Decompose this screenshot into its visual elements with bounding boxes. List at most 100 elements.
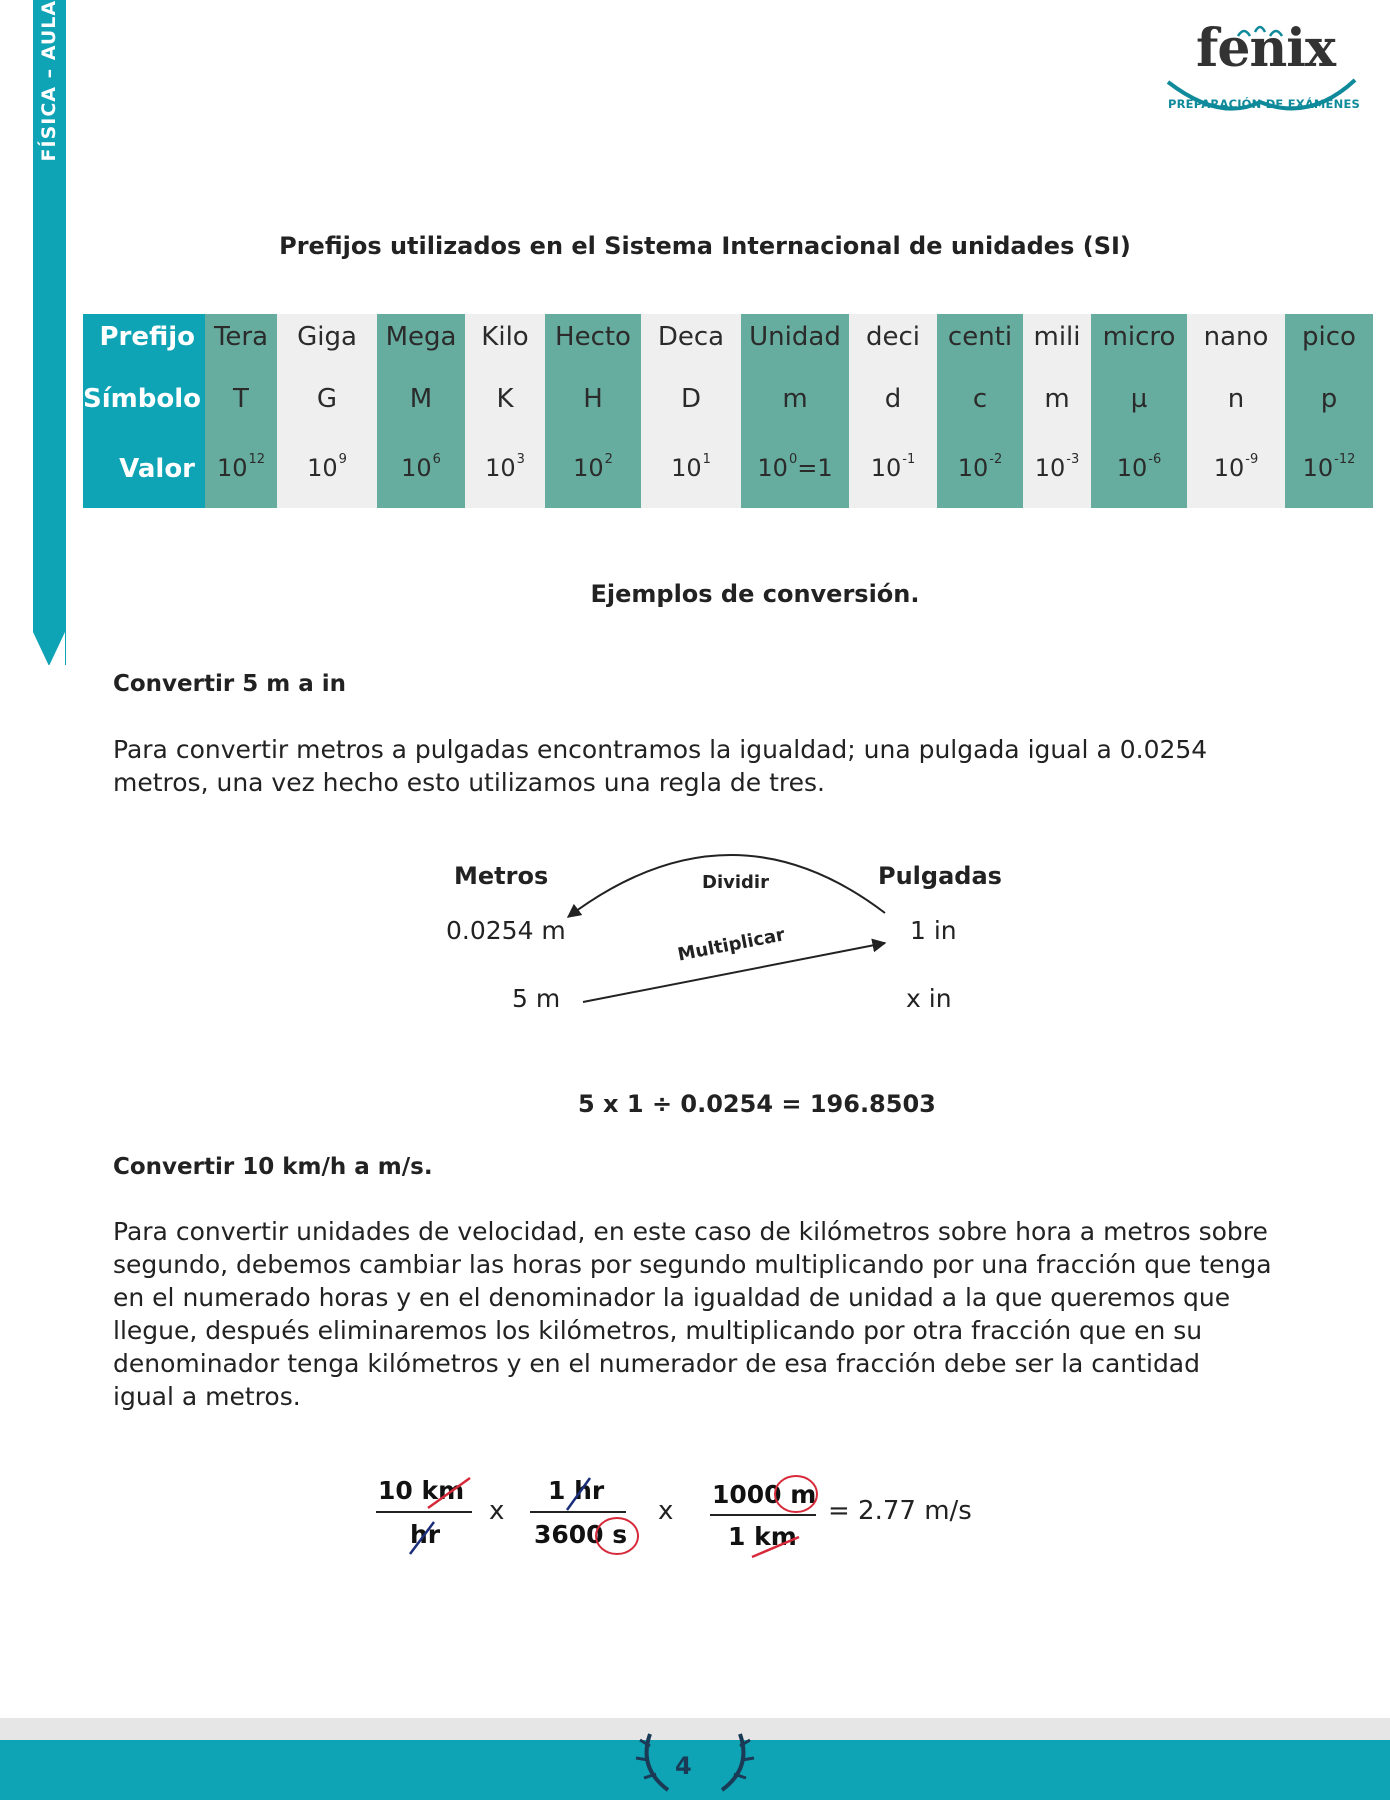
table-title: Prefijos utilizados en el Sistema Intern… bbox=[279, 232, 1131, 260]
prefix-value: 109 bbox=[277, 452, 377, 482]
prefix-column-tera: Tera T 1012 bbox=[205, 314, 277, 508]
example2-heading: Convertir 10 km/h a m/s. bbox=[113, 1154, 433, 1180]
prefix-value: 106 bbox=[377, 452, 465, 482]
si-prefix-table: Prefijo Símbolo Valor Tera T 1012 Giga G 109 M… bbox=[83, 314, 1373, 508]
prefix-name: Giga bbox=[297, 322, 357, 352]
prefix-name: Deca bbox=[657, 322, 725, 352]
value-suffix: =1 bbox=[797, 454, 833, 482]
prefix-value: 1012 bbox=[205, 452, 277, 482]
logo-tagline: PREPARACIÓN DE EXÁMENES bbox=[1168, 97, 1360, 111]
value-base: 10 bbox=[485, 454, 516, 482]
prefix-column-kilo: Kilo K 103 bbox=[465, 314, 545, 508]
prefix-symbol: M bbox=[409, 384, 433, 414]
paragraph-line: Para convertir metros a pulgadas encontr… bbox=[113, 735, 1208, 764]
row-label-column: Prefijo Símbolo Valor bbox=[83, 314, 205, 508]
prefix-symbol: T bbox=[233, 384, 249, 414]
value-base: 10 bbox=[1116, 454, 1148, 482]
prefix-value: 103 bbox=[465, 452, 545, 482]
fraction1-bar bbox=[376, 1511, 472, 1513]
prefix-column-mili: mili m 10-3 bbox=[1023, 314, 1091, 508]
diagram-right-top: 1 in bbox=[910, 916, 957, 945]
value-base: 10 bbox=[1302, 454, 1334, 482]
page-number: 4 bbox=[675, 1752, 692, 1780]
fraction1-numerator: 10 km bbox=[378, 1476, 465, 1505]
prefix-value: 10-1 bbox=[849, 452, 937, 482]
prefix-symbol: µ bbox=[1130, 384, 1148, 414]
value-base: 10 bbox=[401, 454, 432, 482]
equation-result: = 2.77 m/s bbox=[828, 1496, 972, 1526]
row-label-simbolo: Símbolo bbox=[83, 384, 201, 414]
prefix-symbol: K bbox=[496, 384, 514, 414]
paragraph-line: metros, una vez hecho esto utilizamos un… bbox=[113, 768, 825, 797]
fraction3-denominator: 1 km bbox=[728, 1522, 797, 1551]
value-exponent: -3 bbox=[1066, 452, 1080, 467]
footer-gray-band bbox=[0, 1718, 1390, 1740]
prefix-value: 10-9 bbox=[1187, 452, 1285, 482]
prefix-value: 10-2 bbox=[937, 452, 1023, 482]
prefix-symbol: p bbox=[1320, 384, 1338, 414]
ribbon-tip bbox=[33, 632, 65, 666]
value-base: 10 bbox=[1034, 454, 1066, 482]
value-exponent: -9 bbox=[1245, 452, 1259, 467]
prefix-column-giga: Giga G 109 bbox=[277, 314, 377, 508]
value-exponent: 2 bbox=[604, 452, 613, 467]
diagram-right-header: Pulgadas bbox=[878, 862, 1002, 890]
prefix-name: Tera bbox=[213, 322, 269, 352]
paragraph-line: igual a metros. bbox=[113, 1382, 301, 1411]
prefix-name: Kilo bbox=[481, 322, 529, 352]
logo-wordmark: fenix bbox=[1196, 18, 1336, 79]
prefix-name: Hecto bbox=[555, 322, 631, 352]
prefix-symbol: H bbox=[583, 384, 603, 414]
prefix-symbol: G bbox=[316, 384, 338, 414]
example1-paragraph: Para convertir metros a pulgadas encontr… bbox=[113, 733, 1363, 799]
prefix-column-mega: Mega M 106 bbox=[377, 314, 465, 508]
prefix-value: 100=1 bbox=[741, 452, 849, 482]
value-exponent: -6 bbox=[1148, 452, 1162, 467]
paragraph-line: en el numerado horas y en el denominador… bbox=[113, 1283, 1231, 1312]
value-exponent: 1 bbox=[702, 452, 711, 467]
prefix-name: nano bbox=[1203, 322, 1269, 352]
paragraph-line: denominador tenga kilómetros y en el num… bbox=[113, 1349, 1200, 1378]
prefix-name: deci bbox=[865, 322, 921, 352]
prefix-value: 10-6 bbox=[1091, 452, 1187, 482]
value-exponent: 6 bbox=[432, 452, 441, 467]
circle-meters bbox=[774, 1475, 818, 1513]
diagram-left-bottom: 5 m bbox=[512, 984, 561, 1013]
paragraph-line: llegue, después eliminaremos los kilómet… bbox=[113, 1316, 1203, 1345]
conversion-arrows bbox=[566, 854, 887, 1003]
prefix-name: Unidad bbox=[749, 322, 841, 352]
prefix-name: Mega bbox=[385, 322, 457, 352]
prefix-value: 101 bbox=[641, 452, 741, 482]
example1-result: 5 x 1 ÷ 0.0254 = 196.8503 bbox=[578, 1090, 936, 1118]
prefix-column-pico: pico p 10-12 bbox=[1285, 314, 1373, 508]
value-exponent: 0 bbox=[788, 452, 798, 467]
prefix-name: centi bbox=[947, 322, 1013, 352]
fenix-logo bbox=[1166, 25, 1357, 111]
prefix-name: pico bbox=[1302, 322, 1356, 352]
prefix-value: 10-12 bbox=[1285, 452, 1373, 482]
prefix-symbol: D bbox=[680, 384, 702, 414]
strike-km-1 bbox=[427, 1476, 471, 1510]
prefix-column-centi: centi c 10-2 bbox=[937, 314, 1023, 508]
divide-arc-arrow bbox=[566, 854, 886, 918]
times-sign: x bbox=[658, 1496, 674, 1526]
prefix-column-unidad: Unidad m 100=1 bbox=[741, 314, 849, 508]
ribbon-label: FÍSICA – AULA UNIVERSIDAD bbox=[33, 0, 66, 330]
value-exponent: 12 bbox=[248, 452, 266, 467]
prefix-name: mili bbox=[1033, 322, 1081, 352]
row-label-valor: Valor bbox=[119, 454, 195, 484]
diagram-left-header: Metros bbox=[454, 862, 549, 890]
strike-hr-1 bbox=[409, 1521, 435, 1555]
circle-seconds bbox=[595, 1517, 639, 1555]
fraction2-denominator: 3600 s bbox=[534, 1520, 628, 1549]
prefix-symbol: c bbox=[972, 384, 988, 414]
strike-km-2 bbox=[751, 1535, 800, 1559]
fraction3-bar bbox=[710, 1514, 816, 1516]
divide-label: Dividir bbox=[702, 872, 769, 893]
prefix-symbol: d bbox=[884, 384, 902, 414]
value-exponent: 3 bbox=[516, 452, 525, 467]
value-base: 10 bbox=[757, 454, 788, 482]
prefix-value: 102 bbox=[545, 452, 641, 482]
value-base: 10 bbox=[671, 454, 702, 482]
diagram-left-top: 0.0254 m bbox=[446, 916, 566, 945]
